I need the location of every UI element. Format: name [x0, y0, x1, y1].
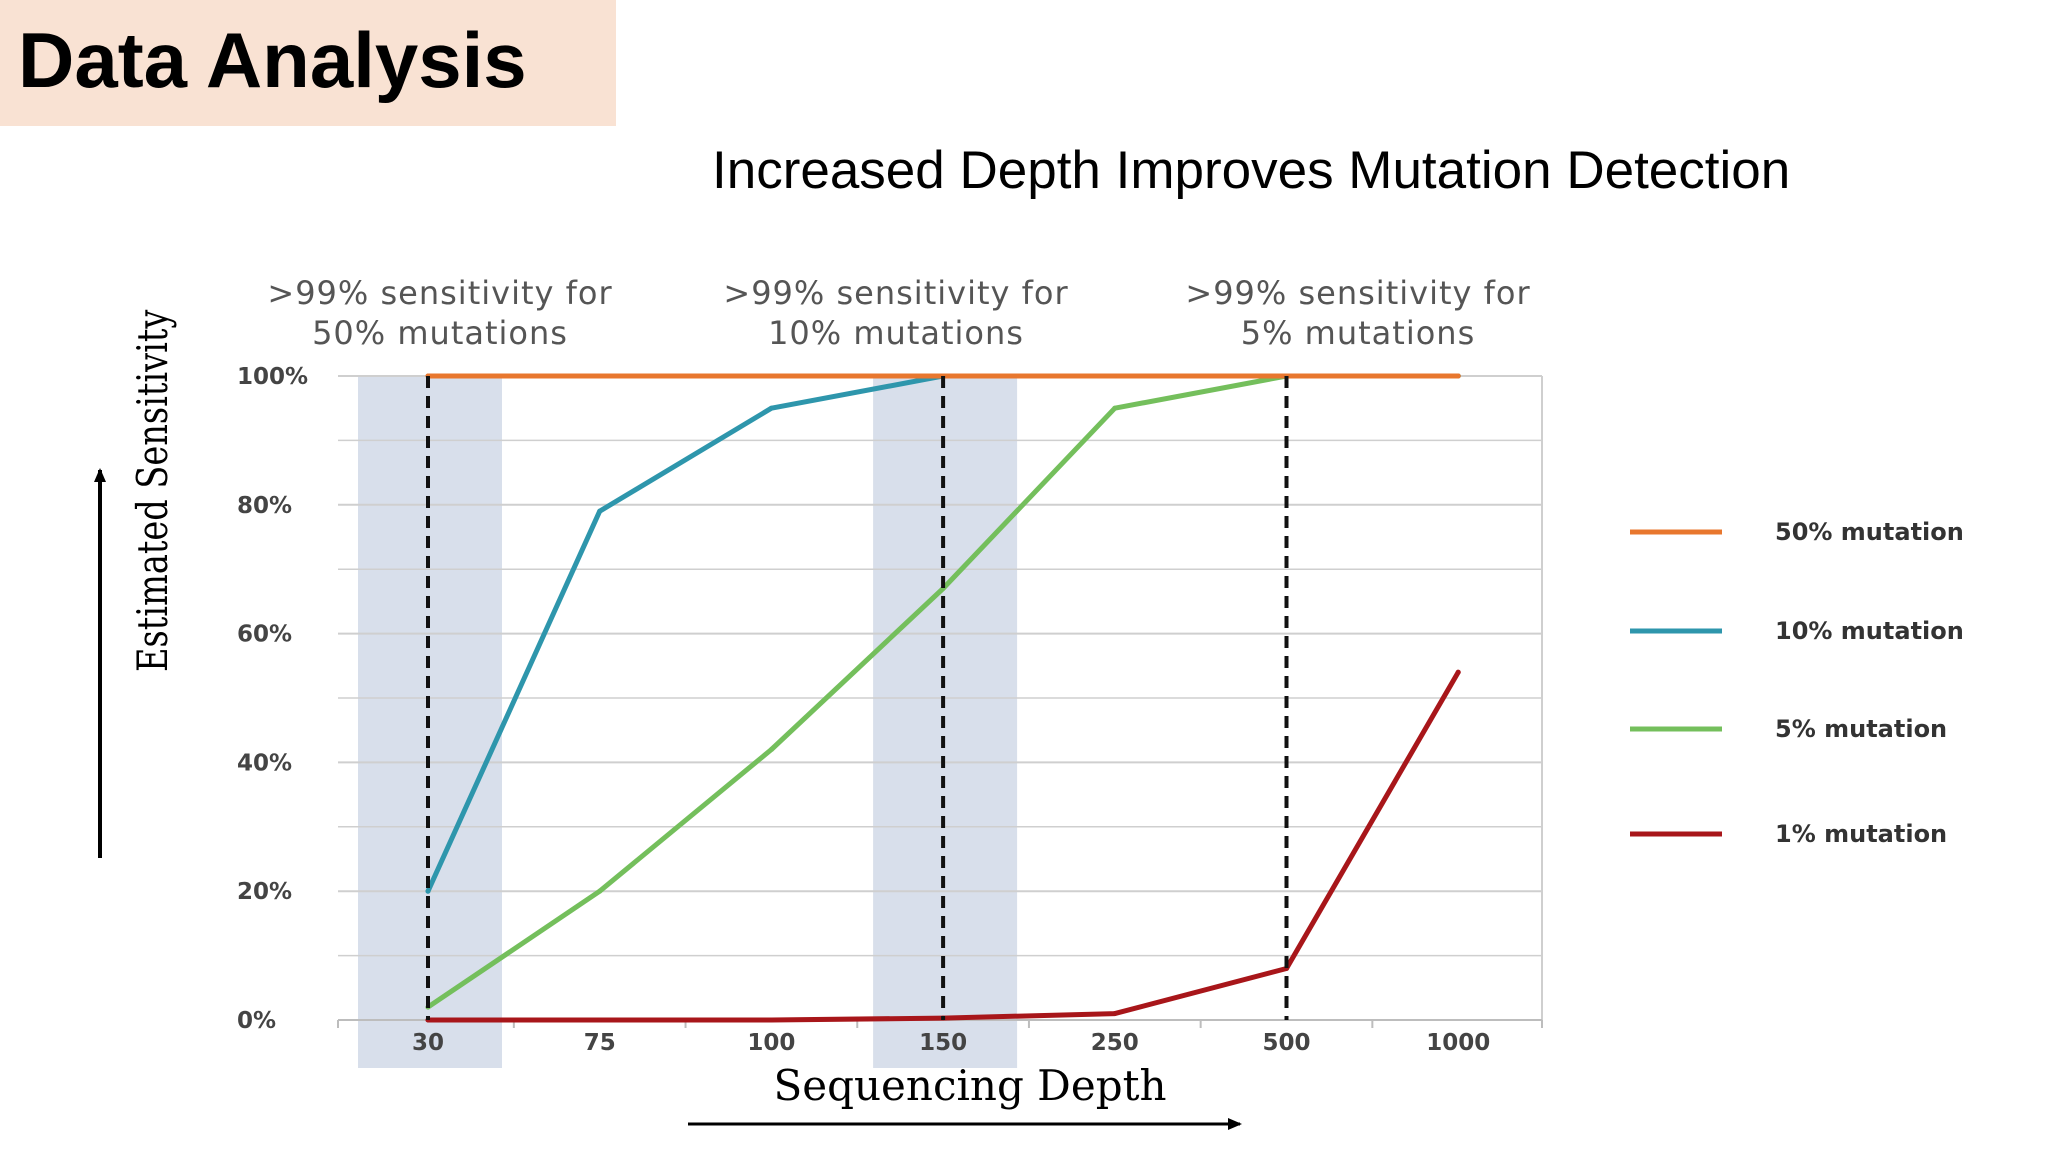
- data-point: [768, 1017, 774, 1023]
- sensitivity-annotation: >99% sensitivity for: [723, 274, 1068, 312]
- data-point: [1455, 669, 1461, 675]
- data-point: [425, 888, 431, 894]
- sensitivity-annotation: >99% sensitivity for: [267, 274, 612, 312]
- y-tick-label: 60%: [237, 622, 292, 648]
- data-point: [597, 888, 603, 894]
- sensitivity-annotation: >99% sensitivity for: [1185, 274, 1530, 312]
- y-tick-label: 100%: [237, 364, 308, 390]
- x-tick-label: 1000: [1426, 1030, 1490, 1056]
- y-tick-label: 40%: [237, 750, 292, 776]
- data-point: [768, 405, 774, 411]
- slide-subtitle: Increased Depth Improves Mutation Detect…: [712, 141, 1791, 200]
- legend-label: 50% mutation: [1775, 518, 1964, 546]
- data-point: [768, 373, 774, 379]
- legend-label: 5% mutation: [1775, 715, 1947, 743]
- y-tick-label: 0%: [237, 1008, 276, 1034]
- x-tick-label: 150: [919, 1030, 967, 1056]
- slide-title: Data Analysis: [18, 16, 527, 104]
- sensitivity-annotation: 5% mutations: [1241, 314, 1476, 352]
- data-point: [1112, 405, 1118, 411]
- y-axis-label: Estimated Sensitivity: [128, 309, 177, 672]
- y-tick-label: 20%: [237, 879, 292, 905]
- data-point: [1112, 1011, 1118, 1017]
- data-point: [768, 747, 774, 753]
- x-axis-label: Sequencing Depth: [773, 1061, 1166, 1110]
- data-point: [1112, 373, 1118, 379]
- x-tick-label: 100: [747, 1030, 795, 1056]
- x-tick-label: 75: [584, 1030, 616, 1056]
- sensitivity-annotation: 10% mutations: [768, 314, 1024, 352]
- data-point: [1455, 373, 1461, 379]
- y-tick-label: 80%: [237, 493, 292, 519]
- sensitivity-annotation: 50% mutations: [312, 314, 568, 352]
- x-tick-label: 500: [1262, 1030, 1310, 1056]
- data-point: [597, 508, 603, 514]
- title-background: [0, 0, 616, 126]
- data-point: [597, 1017, 603, 1023]
- data-point: [597, 373, 603, 379]
- x-tick-label: 30: [412, 1030, 444, 1056]
- legend-label: 10% mutation: [1775, 617, 1964, 645]
- x-tick-label: 250: [1091, 1030, 1139, 1056]
- legend-label: 1% mutation: [1775, 820, 1947, 848]
